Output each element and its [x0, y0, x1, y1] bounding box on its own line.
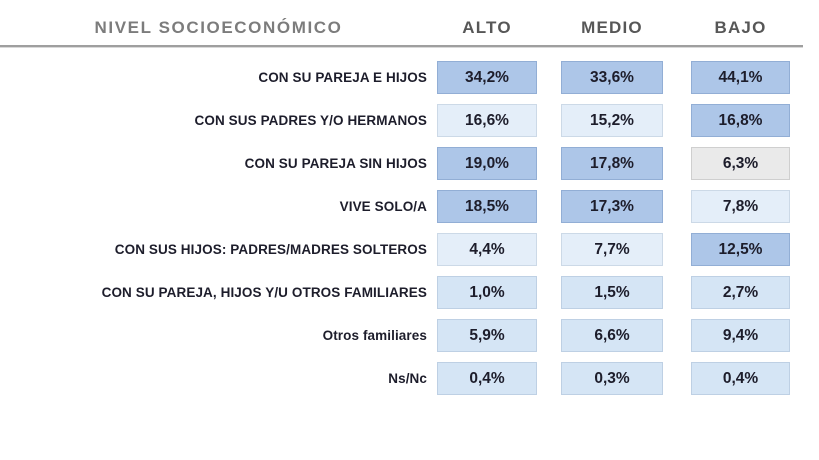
- table-row: VIVE SOLO/A 18,5% 17,3% 7,8%: [0, 190, 819, 223]
- value-cell-alto: 34,2%: [437, 61, 537, 94]
- row-label: Otros familiares: [322, 328, 427, 343]
- column-header-bajo: BAJO: [714, 18, 767, 37]
- row-label: CON SU PAREJA E HIJOS: [258, 70, 427, 85]
- table-row: CON SU PAREJA, HIJOS Y/U OTROS FAMILIARE…: [0, 276, 819, 309]
- value-cell-bajo: 7,8%: [691, 190, 790, 223]
- value-cell-bajo: 16,8%: [691, 104, 790, 137]
- value-cell-alto: 4,4%: [437, 233, 537, 266]
- value-cell-bajo: 2,7%: [691, 276, 790, 309]
- row-label: CON SUS HIJOS: PADRES/MADRES SOLTEROS: [114, 242, 427, 257]
- table-row: Ns/Nc 0,4% 0,3% 0,4%: [0, 362, 819, 395]
- header-divider: [0, 45, 803, 48]
- table-header: NIVEL SOCIOECONÓMICO ALTO MEDIO BAJO: [0, 0, 819, 38]
- row-label: CON SU PAREJA SIN HIJOS: [244, 156, 427, 171]
- value-cell-medio: 1,5%: [561, 276, 663, 309]
- value-cell-alto: 5,9%: [437, 319, 537, 352]
- table-row: CON SUS HIJOS: PADRES/MADRES SOLTEROS 4,…: [0, 233, 819, 266]
- row-label: CON SUS PADRES Y/O HERMANOS: [194, 113, 427, 128]
- table-row: CON SUS PADRES Y/O HERMANOS 16,6% 15,2% …: [0, 104, 819, 137]
- value-cell-medio: 17,3%: [561, 190, 663, 223]
- row-label: CON SU PAREJA, HIJOS Y/U OTROS FAMILIARE…: [101, 285, 427, 300]
- value-cell-alto: 18,5%: [437, 190, 537, 223]
- table-row: CON SU PAREJA E HIJOS 34,2% 33,6% 44,1%: [0, 61, 819, 94]
- value-cell-bajo: 9,4%: [691, 319, 790, 352]
- value-cell-alto: 16,6%: [437, 104, 537, 137]
- value-cell-medio: 0,3%: [561, 362, 663, 395]
- value-cell-alto: 0,4%: [437, 362, 537, 395]
- value-cell-alto: 19,0%: [437, 147, 537, 180]
- value-cell-medio: 15,2%: [561, 104, 663, 137]
- value-cell-medio: 6,6%: [561, 319, 663, 352]
- table-title: NIVEL SOCIOECONÓMICO: [94, 18, 343, 37]
- value-cell-medio: 33,6%: [561, 61, 663, 94]
- value-cell-bajo: 12,5%: [691, 233, 790, 266]
- value-cell-bajo: 44,1%: [691, 61, 790, 94]
- value-cell-medio: 7,7%: [561, 233, 663, 266]
- row-label: VIVE SOLO/A: [339, 199, 427, 214]
- value-cell-bajo: 0,4%: [691, 362, 790, 395]
- table-row: CON SU PAREJA SIN HIJOS 19,0% 17,8% 6,3%: [0, 147, 819, 180]
- column-header-medio: MEDIO: [581, 18, 643, 37]
- value-cell-bajo: 6,3%: [691, 147, 790, 180]
- row-label: Ns/Nc: [388, 371, 427, 386]
- column-header-alto: ALTO: [462, 18, 512, 37]
- value-cell-alto: 1,0%: [437, 276, 537, 309]
- table-row: Otros familiares 5,9% 6,6% 9,4%: [0, 319, 819, 352]
- value-cell-medio: 17,8%: [561, 147, 663, 180]
